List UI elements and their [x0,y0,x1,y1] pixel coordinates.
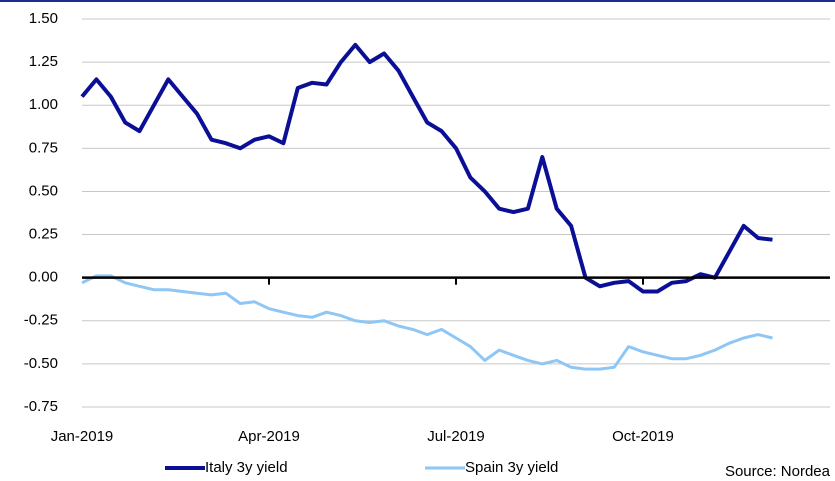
y-tick-label: 0.75 [29,139,58,156]
x-tick-label: Jan-2019 [51,428,114,445]
y-tick-label: -0.50 [24,355,58,372]
y-tick-label: 1.00 [29,96,58,113]
y-tick-label: 0.00 [29,269,58,286]
legend-label: Italy 3y yield [205,459,288,476]
y-tick-label: 0.25 [29,226,58,243]
x-tick-label: Apr-2019 [238,428,300,445]
y-tick-label: 0.50 [29,182,58,199]
y-tick-label: -0.75 [24,398,58,415]
legend-label: Spain 3y yield [465,459,558,476]
x-tick-label: Oct-2019 [612,428,674,445]
y-tick-label: 1.25 [29,53,58,70]
y-tick-label: -0.25 [24,312,58,329]
series-line [81,274,773,371]
series-line [80,42,773,294]
y-tick-label: 1.50 [29,10,58,27]
source-note: Source: Nordea [725,463,831,480]
x-tick-label: Jul-2019 [427,428,485,445]
